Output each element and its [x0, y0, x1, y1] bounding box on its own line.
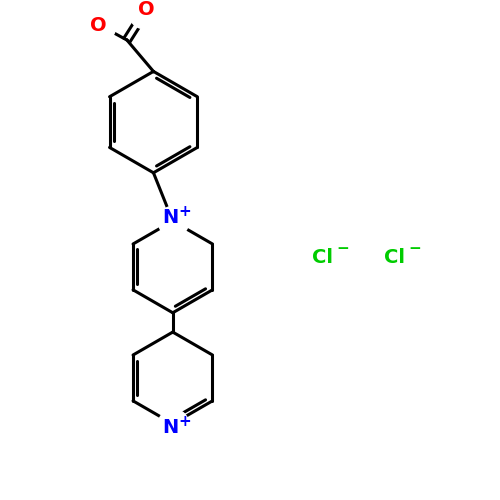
Text: +: + [178, 414, 191, 429]
Text: +: + [178, 204, 191, 219]
Text: Cl: Cl [384, 248, 406, 267]
Text: N: N [162, 208, 178, 227]
Text: O: O [90, 16, 106, 35]
Text: Cl: Cl [312, 248, 333, 267]
Text: −: − [408, 241, 422, 256]
Text: O: O [138, 0, 154, 19]
Text: N: N [162, 418, 178, 437]
Text: −: − [336, 241, 349, 256]
